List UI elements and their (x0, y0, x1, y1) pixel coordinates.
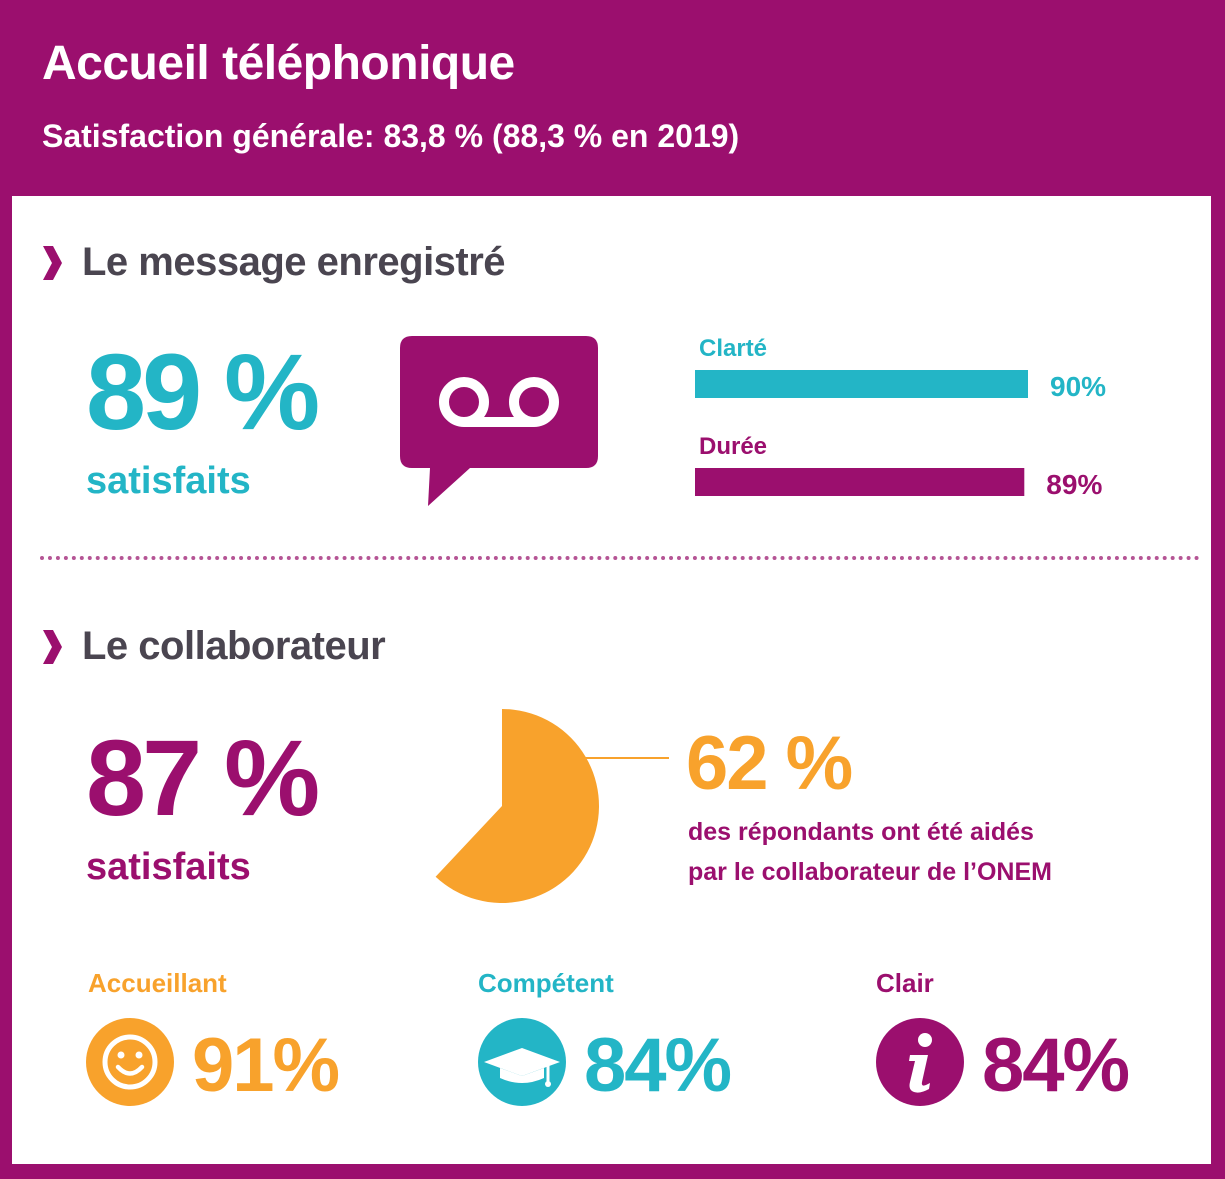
page-title: Accueil téléphonique (42, 37, 515, 90)
bar (695, 468, 1025, 496)
metric-value-competent: 84% (584, 1023, 732, 1108)
bar-category-label: Durée (699, 433, 767, 460)
metric-label-clair: Clair (876, 968, 934, 998)
metric-value-accueillant: 91% (192, 1023, 340, 1108)
graduation-cap-icon (478, 1018, 566, 1106)
chevron-right-icon (43, 245, 62, 280)
page-subtitle: Satisfaction générale: 83,8 % (88,3 % en… (42, 118, 740, 154)
voicemail-icon (400, 336, 598, 506)
section-heading-collaborator: Le collaborateur (40, 624, 386, 669)
pie-value-label: 62 % (686, 721, 853, 806)
bar-value-label: 89% (1046, 469, 1102, 500)
collaborator-satisfaction-label: satisfaits (86, 846, 251, 888)
pie-chart (435, 709, 669, 903)
content-panel: Le message enregistré 89 % satisfaits Cl… (12, 196, 1211, 1164)
bar-value-label: 90% (1050, 371, 1106, 402)
bar-category-label: Clarté (699, 335, 767, 362)
section-divider (40, 556, 1200, 560)
bar (695, 370, 1028, 398)
metric-label-accueillant: Accueillant (88, 968, 227, 998)
collaborator-satisfaction-value: 87 % (86, 717, 320, 838)
message-satisfaction-label: satisfaits (86, 460, 251, 502)
message-satisfaction-value: 89 % (86, 331, 320, 452)
section-heading-text: Le collaborateur (82, 624, 386, 668)
bar-chart: Clarté 90% Durée 89% (695, 335, 1106, 500)
chevron-right-icon (43, 629, 62, 664)
metric-value-clair: 84% (982, 1023, 1130, 1108)
metric-label-competent: Compétent (478, 968, 614, 998)
pie-slice (435, 709, 599, 903)
pie-description-line1: des répondants ont été aidés (688, 818, 1034, 846)
section-heading-message: Le message enregistré (40, 240, 506, 285)
smiley-icon (86, 1018, 174, 1106)
pie-description-line2: par le collaborateur de l’ONEM (688, 858, 1052, 886)
section-heading-text: Le message enregistré (82, 240, 506, 284)
info-icon (876, 1018, 964, 1106)
